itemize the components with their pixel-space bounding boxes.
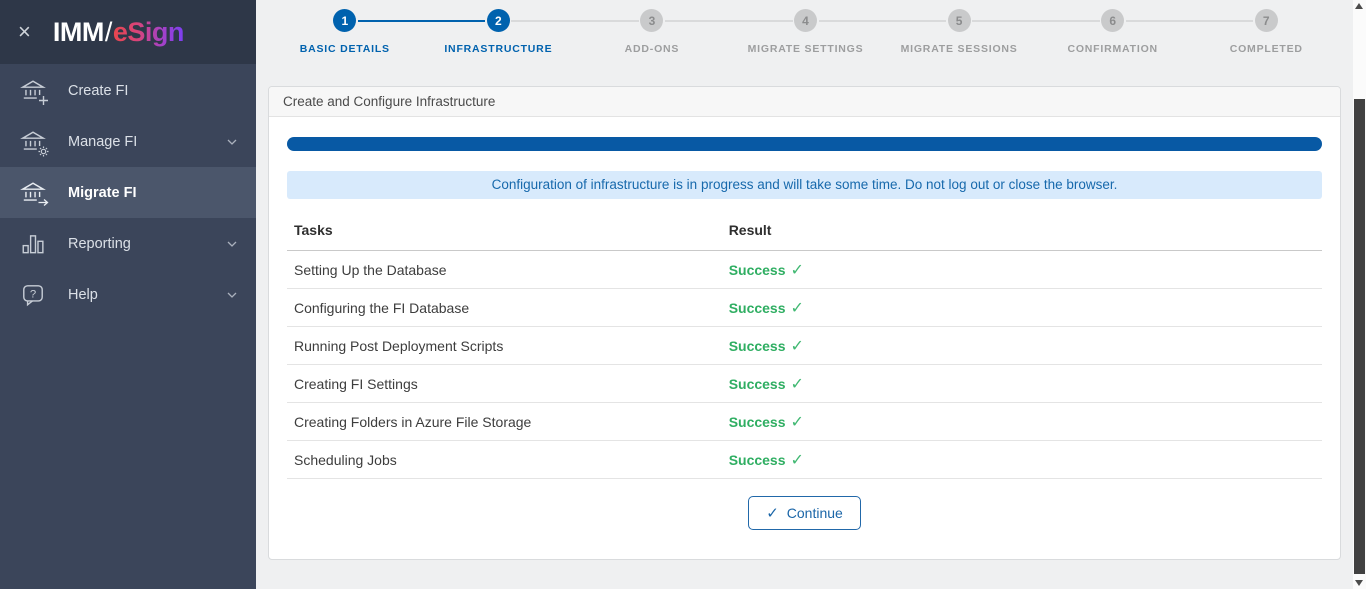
step-label: MIGRATE SETTINGS [747,43,864,55]
logo-imm-text: IMM [52,16,104,47]
table-row: Creating FI Settings Success ✓ [287,364,1322,403]
table-row: Setting Up the Database Success ✓ [287,250,1322,289]
step-number: 7 [1254,9,1278,32]
step-number: 4 [794,9,818,32]
progress-bar [287,137,1322,151]
chevron-down-icon [224,134,240,150]
chevron-down-icon [224,236,240,252]
step-basic-details[interactable]: 1 BASIC DETAILS [268,9,422,72]
step-label: MIGRATE SESSIONS [900,43,1018,55]
continue-button-label: Continue [786,505,843,521]
task-name: Configuring the FI Database [287,288,722,327]
imm-esign-logo: IMM/eSign [52,16,185,48]
result-column-header: Result [721,222,1322,251]
result-status: Success [728,451,786,468]
scrollbar-thumb[interactable] [1354,99,1365,574]
step-label: ADD-ONS [624,43,680,55]
progress-alert: Configuration of infrastructure is in pr… [287,171,1322,199]
sidebar: × IMM/eSign Create FI Manage FI [0,0,256,589]
step-number: 1 [333,9,357,32]
table-row: Creating Folders in Azure File Storage S… [287,402,1322,441]
step-label: COMPLETED [1229,43,1303,55]
step-number: 2 [486,9,510,32]
svg-text:?: ? [30,288,36,300]
logo-slash: / [104,16,113,47]
sidebar-item-help[interactable]: ? Help [0,269,256,320]
task-name: Scheduling Jobs [287,440,722,479]
step-infrastructure[interactable]: 2 INFRASTRUCTURE [357,9,576,72]
result-status: Success [728,299,786,316]
sidebar-item-manage-fi[interactable]: Manage FI [0,116,256,167]
sidebar-item-migrate-fi[interactable]: Migrate FI [0,167,256,218]
sidebar-menu: Create FI Manage FI Migrate FI [0,64,256,320]
help-bubble-icon: ? [20,282,46,308]
task-name: Running Post Deployment Scripts [287,326,722,365]
check-icon: ✓ [790,337,804,355]
check-icon: ✓ [790,413,804,431]
tasks-table: Tasks Result Setting Up the Database Suc… [287,222,1322,479]
table-row: Configuring the FI Database Success ✓ [287,288,1322,327]
bar-chart-icon [20,231,46,257]
main-content: 1 BASIC DETAILS 2 INFRASTRUCTURE 3 ADD-O… [256,0,1353,589]
sidebar-item-label: Manage FI [68,133,138,150]
scroll-up-arrow-icon[interactable] [1355,3,1363,9]
sidebar-item-create-fi[interactable]: Create FI [0,65,256,116]
continue-button[interactable]: ✓ Continue [748,496,861,530]
step-label: INFRASTRUCTURE [444,43,553,55]
wizard-stepper: 1 BASIC DETAILS 2 INFRASTRUCTURE 3 ADD-O… [256,0,1353,72]
table-header-row: Tasks Result [287,222,1322,251]
logo-esign-text: eSign [112,16,185,47]
step-number: 6 [1101,9,1125,32]
scroll-down-arrow-icon[interactable] [1355,580,1363,586]
step-label: BASIC DETAILS [299,43,390,55]
result-status: Success [728,337,786,354]
check-icon: ✓ [790,451,804,469]
bank-arrow-icon [20,180,49,208]
step-number: 5 [947,9,971,32]
chevron-down-icon [224,287,240,303]
result-status: Success [728,261,786,278]
check-icon: ✓ [790,299,804,317]
result-status: Success [728,375,786,392]
tasks-column-header: Tasks [287,222,722,251]
result-status: Success [728,413,786,430]
step-label: CONFIRMATION [1067,43,1158,55]
check-icon: ✓ [766,505,779,522]
infrastructure-panel: Create and Configure Infrastructure Conf… [268,86,1341,560]
sidebar-logo-bar: × IMM/eSign [0,0,256,64]
panel-body: Configuration of infrastructure is in pr… [269,117,1340,530]
sidebar-item-label: Help [68,286,98,303]
vertical-scrollbar[interactable] [1353,0,1366,589]
panel-title: Create and Configure Infrastructure [269,87,1340,117]
bank-plus-icon [20,78,49,106]
step-migrate-sessions[interactable]: 5 MIGRATE SESSIONS [818,9,1036,72]
task-name: Creating Folders in Azure File Storage [287,402,722,441]
task-name: Creating FI Settings [287,364,722,403]
sidebar-item-label: Create FI [68,82,129,99]
table-row: Scheduling Jobs Success ✓ [287,440,1322,479]
step-add-ons[interactable]: 3 ADD-ONS [511,9,729,72]
bank-gear-icon [20,129,49,157]
check-icon: ✓ [790,375,804,393]
step-confirmation[interactable]: 6 CONFIRMATION [972,9,1190,72]
step-migrate-settings[interactable]: 4 MIGRATE SETTINGS [665,9,883,72]
sidebar-item-reporting[interactable]: Reporting [0,218,256,269]
task-name: Setting Up the Database [287,250,722,289]
close-icon[interactable]: × [18,19,31,44]
check-icon: ✓ [790,261,804,279]
step-number: 3 [640,9,664,32]
sidebar-item-label: Migrate FI [68,184,137,201]
table-row: Running Post Deployment Scripts Success ✓ [287,326,1322,365]
step-completed[interactable]: 7 COMPLETED [1125,9,1343,72]
sidebar-item-label: Reporting [68,235,131,252]
button-row: ✓ Continue [287,496,1322,530]
